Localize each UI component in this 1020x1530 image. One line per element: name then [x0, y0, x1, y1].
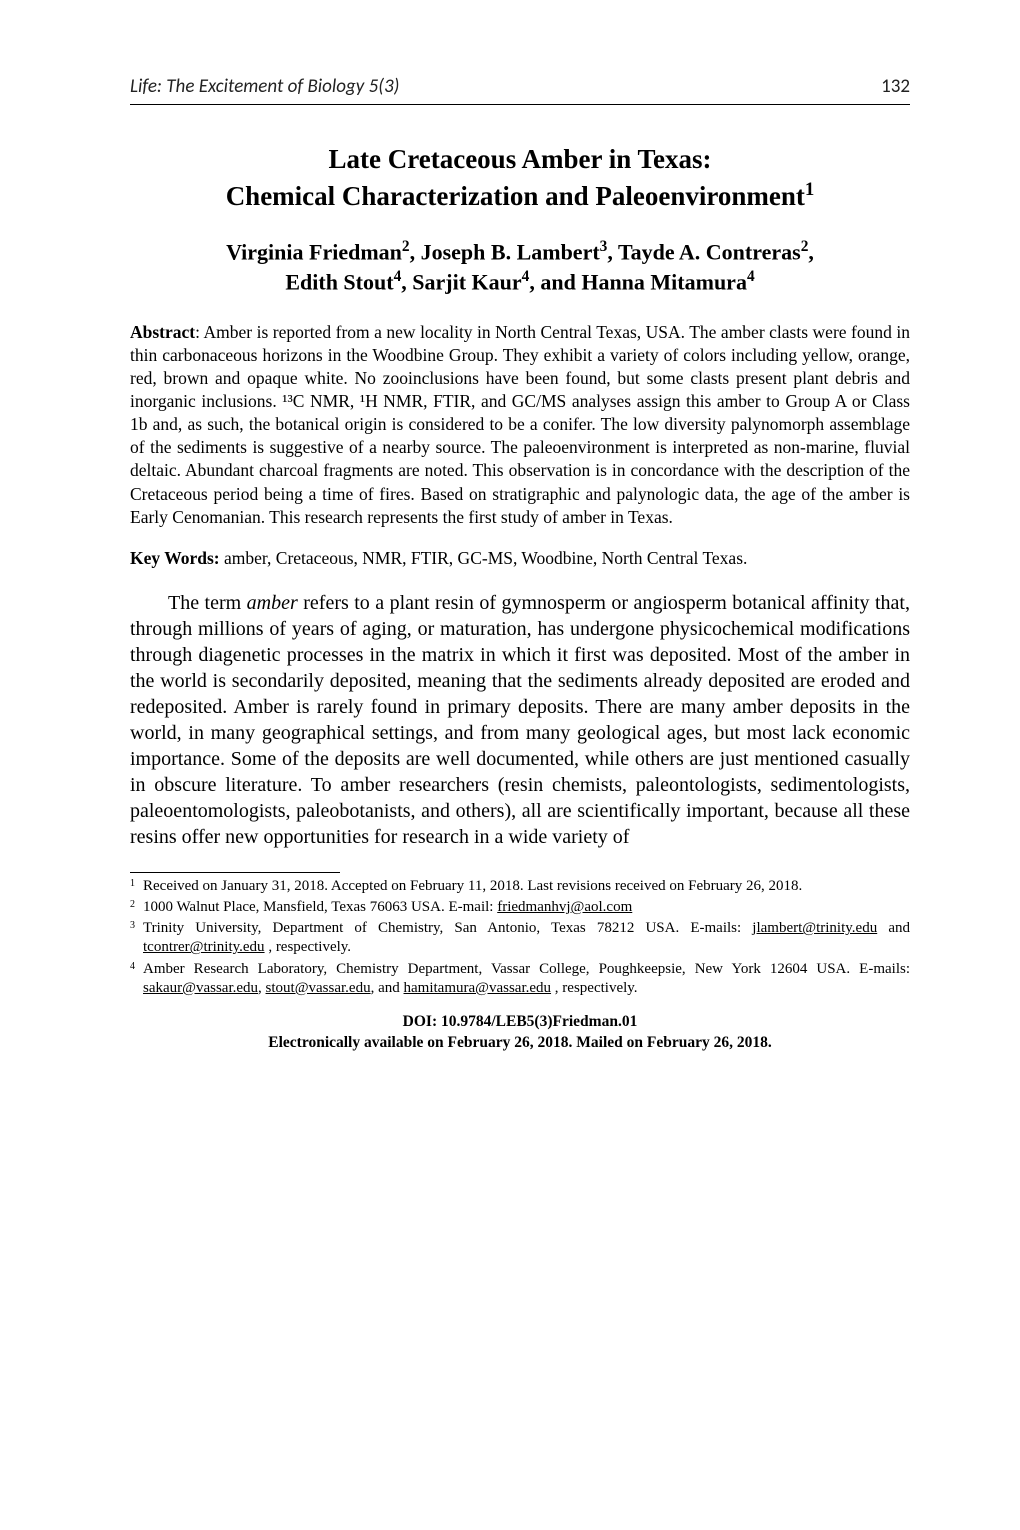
page-root: Life: The Excitement of Biology 5(3) 132… [0, 0, 1020, 1530]
title-line-2: Chemical Characterization and Paleoenvir… [226, 181, 805, 211]
journal-name: Life: The Excitement of Biology [130, 75, 364, 98]
title-line-1: Late Cretaceous Amber in Texas: [329, 144, 712, 174]
author-sep: , [808, 239, 814, 264]
publication-date-line: Electronically available on February 26,… [268, 1034, 771, 1051]
email-link[interactable]: tcontrer@trinity.edu [143, 939, 265, 955]
footnote-2: 2 1000 Walnut Place, Mansfield, Texas 76… [130, 898, 910, 917]
italic-term: amber [247, 592, 298, 614]
email-link[interactable]: friedmanhvj@aol.com [497, 899, 632, 915]
affil-marker: 4 [747, 268, 755, 285]
affil-marker: 2 [402, 238, 410, 255]
email-link[interactable]: stout@vassar.edu [266, 980, 371, 996]
fn-text-part: , and [371, 980, 404, 996]
body-paragraph-1: The term amber refers to a plant resin o… [130, 590, 910, 850]
fn-text-part: and [877, 920, 910, 936]
author-6: , and Hanna Mitamura [529, 269, 747, 294]
keywords-text: amber, Cretaceous, NMR, FTIR, GC-MS, Woo… [220, 548, 748, 568]
fn-text-part: , [258, 980, 266, 996]
footnote-marker: 1 [130, 877, 143, 896]
author-5: , Sarjit Kaur [401, 269, 521, 294]
email-link[interactable]: jlambert@trinity.edu [752, 920, 877, 936]
page-number: 132 [881, 75, 910, 98]
footnote-rule [130, 872, 340, 873]
journal-title: Life: The Excitement of Biology 5(3) [130, 75, 399, 98]
footnote-text: Trinity University, Department of Chemis… [143, 919, 910, 957]
journal-issue: 5(3) [369, 75, 400, 98]
abstract-label: Abstract [130, 322, 195, 342]
footnote-marker: 3 [130, 919, 143, 957]
author-1: Virginia Friedman [226, 239, 402, 264]
abstract: Abstract: Amber is reported from a new l… [130, 321, 910, 529]
footnote-4: 4 Amber Research Laboratory, Chemistry D… [130, 960, 910, 998]
doi-block: DOI: 10.9784/LEB5(3)Friedman.01 Electron… [130, 1012, 910, 1054]
author-block: Virginia Friedman2, Joseph B. Lambert3, … [130, 237, 910, 297]
abstract-text: : Amber is reported from a new locality … [130, 322, 910, 527]
keywords-label: Key Words: [130, 548, 220, 568]
footnote-text: Amber Research Laboratory, Chemistry Dep… [143, 960, 910, 998]
footnote-1: 1 Received on January 31, 2018. Accepted… [130, 877, 910, 896]
keywords: Key Words: amber, Cretaceous, NMR, FTIR,… [130, 547, 910, 570]
header-rule [130, 104, 910, 105]
fn-text-part: Amber Research Laboratory, Chemistry Dep… [143, 961, 910, 977]
fn-text-part: Trinity University, Department of Chemis… [143, 920, 752, 936]
running-head: Life: The Excitement of Biology 5(3) 132 [130, 75, 910, 98]
author-2: , Joseph B. Lambert [410, 239, 600, 264]
article-title: Late Cretaceous Amber in Texas: Chemical… [130, 141, 910, 215]
email-link[interactable]: sakaur@vassar.edu [143, 980, 258, 996]
author-4: Edith Stout [285, 269, 393, 294]
email-link[interactable]: hamitamura@vassar.edu [404, 980, 552, 996]
doi-line: DOI: 10.9784/LEB5(3)Friedman.01 [403, 1013, 638, 1030]
title-footnote-marker: 1 [805, 179, 814, 200]
footnote-marker: 2 [130, 898, 143, 917]
footnote-text: Received on January 31, 2018. Accepted o… [143, 877, 910, 896]
footnote-text: 1000 Walnut Place, Mansfield, Texas 7606… [143, 898, 910, 917]
footnote-3: 3 Trinity University, Department of Chem… [130, 919, 910, 957]
author-3: , Tayde A. Contreras [607, 239, 800, 264]
fn-text-part: 1000 Walnut Place, Mansfield, Texas 7606… [143, 899, 497, 915]
footnote-marker: 4 [130, 960, 143, 998]
fn-text-part: , respectively. [551, 980, 638, 996]
fn-text-part: , respectively. [265, 939, 352, 955]
footnote-block: 1 Received on January 31, 2018. Accepted… [130, 877, 910, 998]
